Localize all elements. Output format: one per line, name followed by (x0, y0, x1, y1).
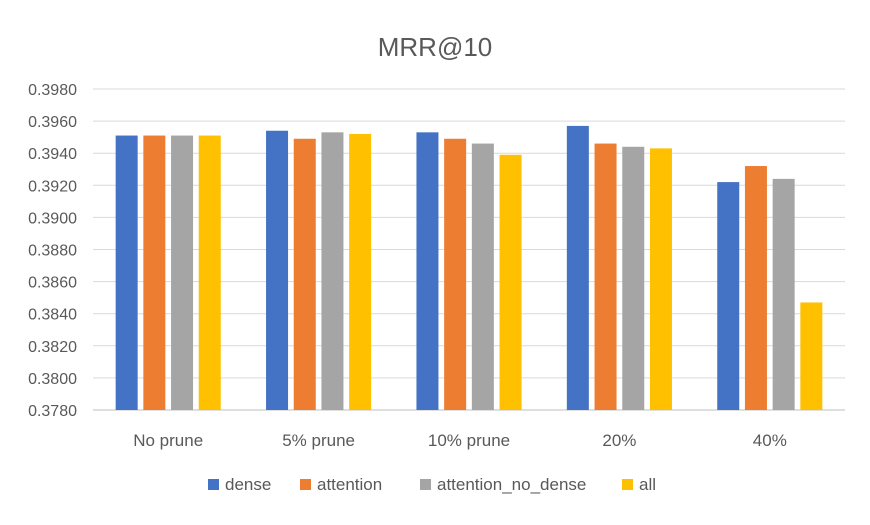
chart-title: MRR@10 (378, 32, 493, 62)
y-tick-label: 0.3880 (28, 243, 77, 260)
bar-attention-no-dense (772, 178, 795, 410)
y-tick-label: 0.3780 (28, 403, 77, 420)
bar-attention-no-dense (171, 135, 194, 411)
x-category-label: 40% (753, 431, 787, 450)
y-tick-label: 0.3960 (28, 114, 77, 131)
bar-attention (744, 166, 767, 410)
legend-swatch-attention (300, 479, 311, 490)
y-tick-label: 0.3940 (28, 146, 77, 163)
bar-attention (143, 135, 166, 411)
y-tick-label: 0.3860 (28, 275, 77, 292)
bar-attention (444, 138, 467, 410)
legend-swatch-attention-no-dense (420, 479, 431, 490)
y-tick-label: 0.3820 (28, 339, 77, 356)
bar-attention-no-dense (321, 132, 344, 410)
y-tick-label: 0.3920 (28, 178, 77, 195)
bars-group (115, 125, 823, 411)
y-tick-label: 0.3800 (28, 371, 77, 388)
x-category-label: 5% prune (282, 431, 355, 450)
bar-dense (717, 182, 740, 410)
y-tick-label: 0.3840 (28, 307, 77, 324)
bar-attention (594, 143, 617, 410)
bar-attention-no-dense (622, 146, 645, 410)
y-tick-label: 0.3900 (28, 210, 77, 227)
legend-swatch-dense (208, 479, 219, 490)
x-category-label: No prune (133, 431, 203, 450)
legend-label: attention_no_dense (437, 475, 586, 494)
legend-label: all (639, 475, 656, 494)
bar-dense (115, 135, 138, 411)
bar-all (198, 135, 221, 411)
bar-all (499, 154, 522, 410)
y-tick-label: 0.3980 (28, 82, 77, 99)
x-axis: No prune 5% prune 10% prune 20% 40% (133, 431, 787, 450)
bar-dense (266, 130, 289, 411)
bar-all (800, 302, 823, 410)
y-axis: 0.3780 0.3800 0.3820 0.3840 0.3860 0.3880 0.39… (28, 82, 77, 420)
bar-all (649, 148, 672, 410)
legend-label: attention (317, 475, 382, 494)
x-category-label: 10% prune (428, 431, 510, 450)
legend: dense attention attention_no_dense all (208, 475, 656, 494)
bar-all (349, 133, 372, 410)
bar-attention (293, 138, 316, 410)
bar-attention-no-dense (471, 143, 494, 410)
bar-dense (566, 125, 589, 410)
bar-dense (416, 132, 439, 410)
legend-label: dense (225, 475, 271, 494)
x-category-label: 20% (602, 431, 636, 450)
legend-swatch-all (622, 479, 633, 490)
